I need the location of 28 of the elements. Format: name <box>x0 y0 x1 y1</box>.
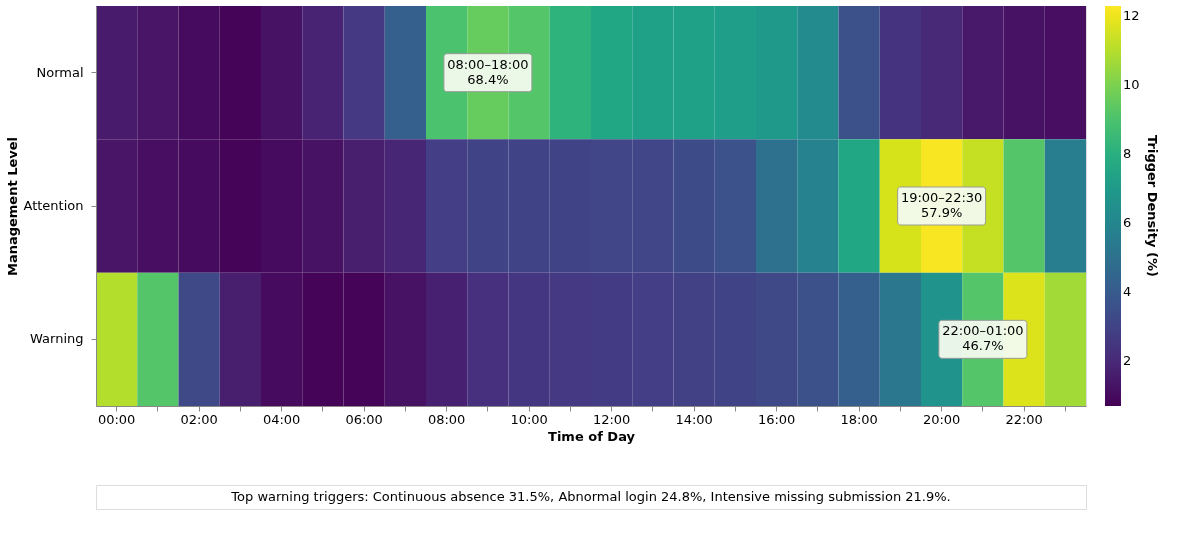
x-axis-title: Time of Day <box>548 428 636 444</box>
text: Top warning triggers: Continuous absence 31.5%, Abnormal login 24.8%, Intensive missing submission 21.9%. <box>230 489 951 504</box>
x-tick-label: 08:00 <box>427 411 466 427</box>
annotation: 22:00–01:00 46.7% <box>942 323 1024 354</box>
color-bar-title: Trigger Density (%) <box>1145 135 1160 277</box>
color-bar-label: 4 <box>1123 284 1132 300</box>
color-bar-label: 8 <box>1123 146 1132 162</box>
x-tick-label: 14:00 <box>675 411 713 427</box>
x-tick-label: 16:00 <box>757 411 796 427</box>
color-bar-label: 2 <box>1123 353 1132 369</box>
x-tick-label: 00:00 <box>97 411 136 427</box>
x-tick-label: 12:00 <box>592 411 631 427</box>
color-bar-label: 12 <box>1123 8 1140 24</box>
x-tick-label: 22:00 <box>1005 411 1043 427</box>
y-tick-label: Normal <box>36 64 84 80</box>
y-tick-label: Warning <box>30 331 84 347</box>
x-tick-label: 18:00 <box>840 411 878 427</box>
x-tick-label: 04:00 <box>262 411 301 427</box>
x-tick-label: 02:00 <box>180 411 218 427</box>
color-bar-label: 6 <box>1123 215 1132 231</box>
annotation: 19:00–22:30 57.9% <box>900 190 983 220</box>
y-axis-title: Management Level <box>4 136 20 277</box>
color-bar-label: 10 <box>1123 77 1140 93</box>
x-tick-label: 06:00 <box>345 411 383 427</box>
x-tick-label: 20:00 <box>922 411 961 427</box>
y-tick-label: Attention <box>23 198 84 213</box>
x-tick-label: 10:00 <box>510 411 548 427</box>
annotation: 08:00–18:00 68.4% <box>447 56 529 87</box>
